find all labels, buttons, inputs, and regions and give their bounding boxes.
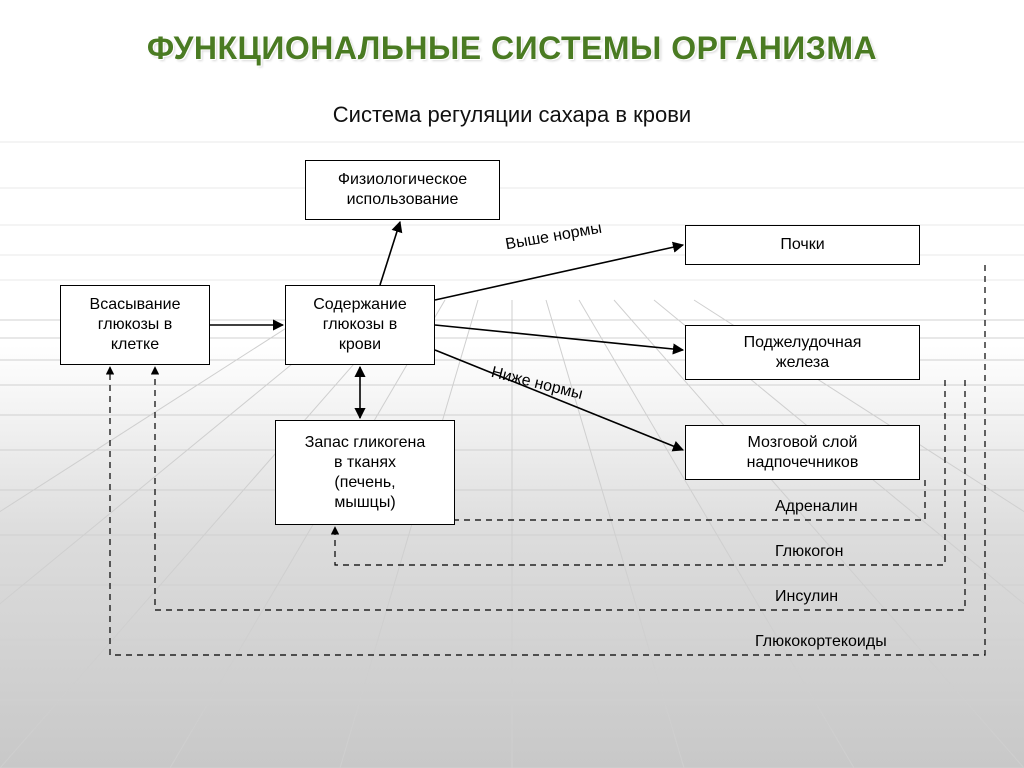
slide-stage: { "type": "flowchart", "canvas": { "widt… xyxy=(0,0,1024,768)
slide-title: ФУНКЦИОНАЛЬНЫЕ СИСТЕМЫ ОРГАНИЗМА xyxy=(0,30,1024,67)
node-content: Содержаниеглюкозы вкрови xyxy=(285,285,435,365)
label-glucocort: Глюкокортекоиды xyxy=(755,633,887,651)
node-absorb: Всасываниеглюкозы вклетке xyxy=(60,285,210,365)
label-insulin: Инсулин xyxy=(775,588,838,606)
slide-subtitle: Система регуляции сахара в крови xyxy=(0,102,1024,128)
label-adrenalin: Адреналин xyxy=(775,498,858,516)
node-phys: Физиологическоеиспользование xyxy=(305,160,500,220)
node-glycogen: Запас гликогенав тканях(печень,мышцы) xyxy=(275,420,455,525)
label-glucagon: Глюкогон xyxy=(775,543,843,561)
node-adrenal: Мозговой слойнадпочечников xyxy=(685,425,920,480)
node-kidney: Почки xyxy=(685,225,920,265)
node-pancreas: Поджелудочнаяжелеза xyxy=(685,325,920,380)
